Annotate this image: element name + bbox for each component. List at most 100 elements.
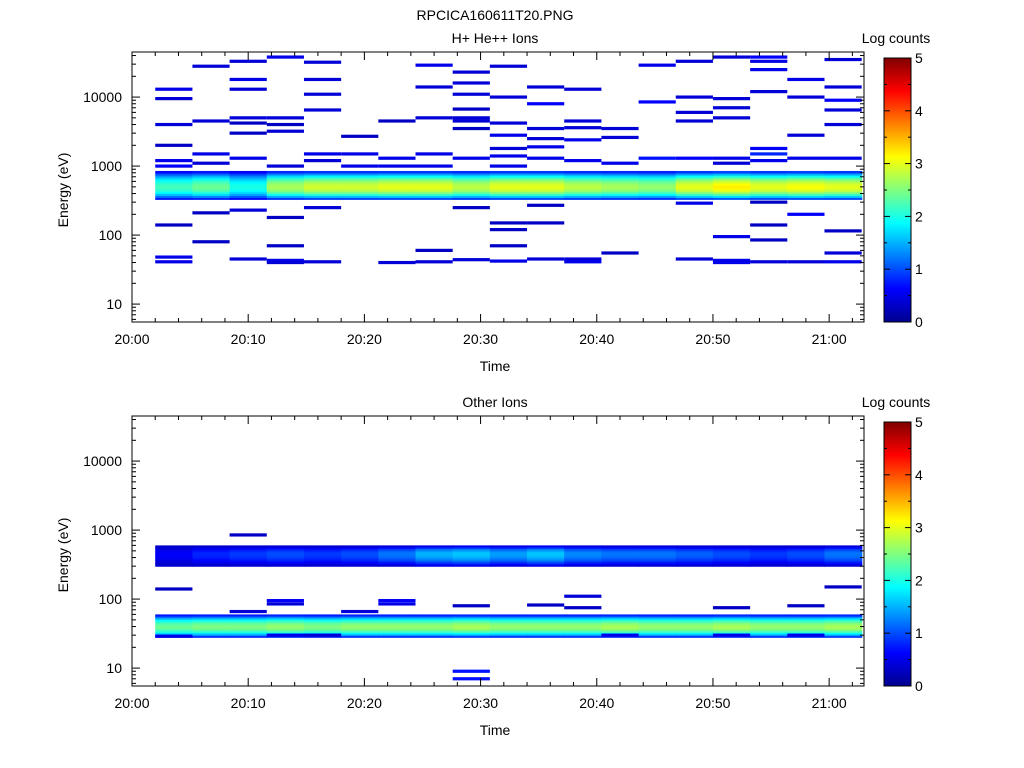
heatmap-band-cell [229,546,268,549]
heatmap-band-cell [229,185,268,188]
heatmap-band-cell [787,563,826,566]
heatmap-band-cell [452,183,491,186]
heatmap-band-cell [452,561,491,564]
heatmap-band-cell [155,620,194,624]
heatmap-band-cell [303,616,342,619]
heatmap-band-cell [341,193,379,196]
heatmap-band-cell [229,552,268,555]
heatmap-band-cell [564,195,603,198]
heatmap-band-cell [452,189,491,192]
heatmap-band-cell [712,197,751,200]
heatmap-cell [564,594,602,598]
heatmap-band-cell [378,555,417,558]
heatmap-band-cell [415,614,454,617]
heatmap-band-cell [601,557,640,560]
heatmap-band-cell [452,197,491,200]
heatmap-cell [712,97,751,101]
heatmap-band-cell [341,549,379,552]
heatmap-cell [601,135,639,140]
heatmap-band-cell [155,189,194,192]
heatmap-cell [452,92,490,96]
heatmap-band-cell [378,174,417,178]
heatmap-band-cell [638,549,677,552]
heatmap-cell [787,260,825,264]
heatmap-cell [564,87,602,91]
heatmap-band-cell [675,557,714,560]
heatmap-band-cell [564,624,603,627]
heatmap-band-cell [787,548,826,551]
heatmap-band-cell [527,552,565,555]
heatmap-band-cell [750,633,788,637]
heatmap-band-cell [601,181,640,184]
heatmap-band-cell [750,546,788,549]
heatmap-band-cell [750,564,788,567]
heatmap-band-cell [712,616,751,619]
heatmap-cell [824,251,862,255]
heatmap-cell [155,87,193,91]
heatmap-band-cell [192,552,231,555]
heatmap-band-cell [787,630,826,633]
heatmap-band-cell [155,622,194,625]
heatmap-band-cell [266,545,305,548]
heatmap-band-cell [638,187,677,190]
heatmap-band-cell [787,191,826,194]
heatmap-band-cell [155,558,194,561]
heatmap-cell [750,55,788,59]
heatmap-band-cell [489,197,528,200]
heatmap-cell [229,257,267,261]
x-axis-label: Time [480,722,511,738]
heatmap-cell [527,257,565,261]
heatmap-band-cell [638,617,677,620]
heatmap-band-cell [415,552,454,555]
heatmap-band-cell [675,627,714,630]
heatmap-band-cell [229,564,268,567]
heatmap-band-cell [787,561,826,564]
heatmap-band-cell [266,170,305,174]
heatmap-band-cell [787,170,826,174]
heatmap-band-cell [341,172,379,176]
heatmap-band-cell [489,564,528,567]
colorbar-tick-label: 4 [915,467,923,483]
heatmap-band-cell [192,187,231,190]
heatmap-band-cell [527,632,565,635]
heatmap-band-cell [229,177,268,180]
heatmap-band-cell [452,625,491,629]
heatmap-band-cell [489,187,528,190]
heatmap-band-cell [601,185,640,188]
heatmap-cell [787,156,825,160]
heatmap-band-cell [750,561,788,564]
heatmap-band-cell [415,197,454,200]
heatmap-band-cell [378,183,417,186]
heatmap-band-cell [675,181,714,184]
y-tick-label: 1000 [91,158,122,174]
heatmap-band-cell [341,177,379,180]
heatmap-band-cell [750,187,788,190]
heatmap-band-cell [155,172,194,176]
heatmap-band-cell [787,632,826,635]
heatmap-cell [266,129,304,133]
heatmap-band-cell [266,197,305,200]
heatmap-band-cell [787,174,826,178]
heatmap-cell [229,77,267,82]
axes: 20:00 20:10 20:20 20:30 20:40 20:50 21:00 10 100… [83,51,865,347]
heatmap-cell [675,95,713,99]
heatmap-band-cell [712,554,751,557]
heatmap-band-cell [601,183,640,186]
heatmap-band-cell [564,561,603,564]
heatmap-band-cell [378,563,417,566]
heatmap-cell [266,599,304,603]
heatmap-band-cell [675,625,714,629]
heatmap-band-cell [266,172,305,176]
heatmap-band-cell [303,170,342,174]
heatmap-band-cell [229,170,268,174]
heatmap-cell [378,119,416,123]
heatmap-band-cell [229,620,268,624]
heatmap-cell [824,57,862,62]
x-tick-label: 20:10 [231,695,266,711]
heatmap-band-cell [192,181,231,184]
heatmap-band-cell [750,549,788,552]
y-tick-label: 10000 [83,453,122,469]
heatmap-band-cell [824,189,863,192]
heatmap-band-cell [229,549,268,552]
